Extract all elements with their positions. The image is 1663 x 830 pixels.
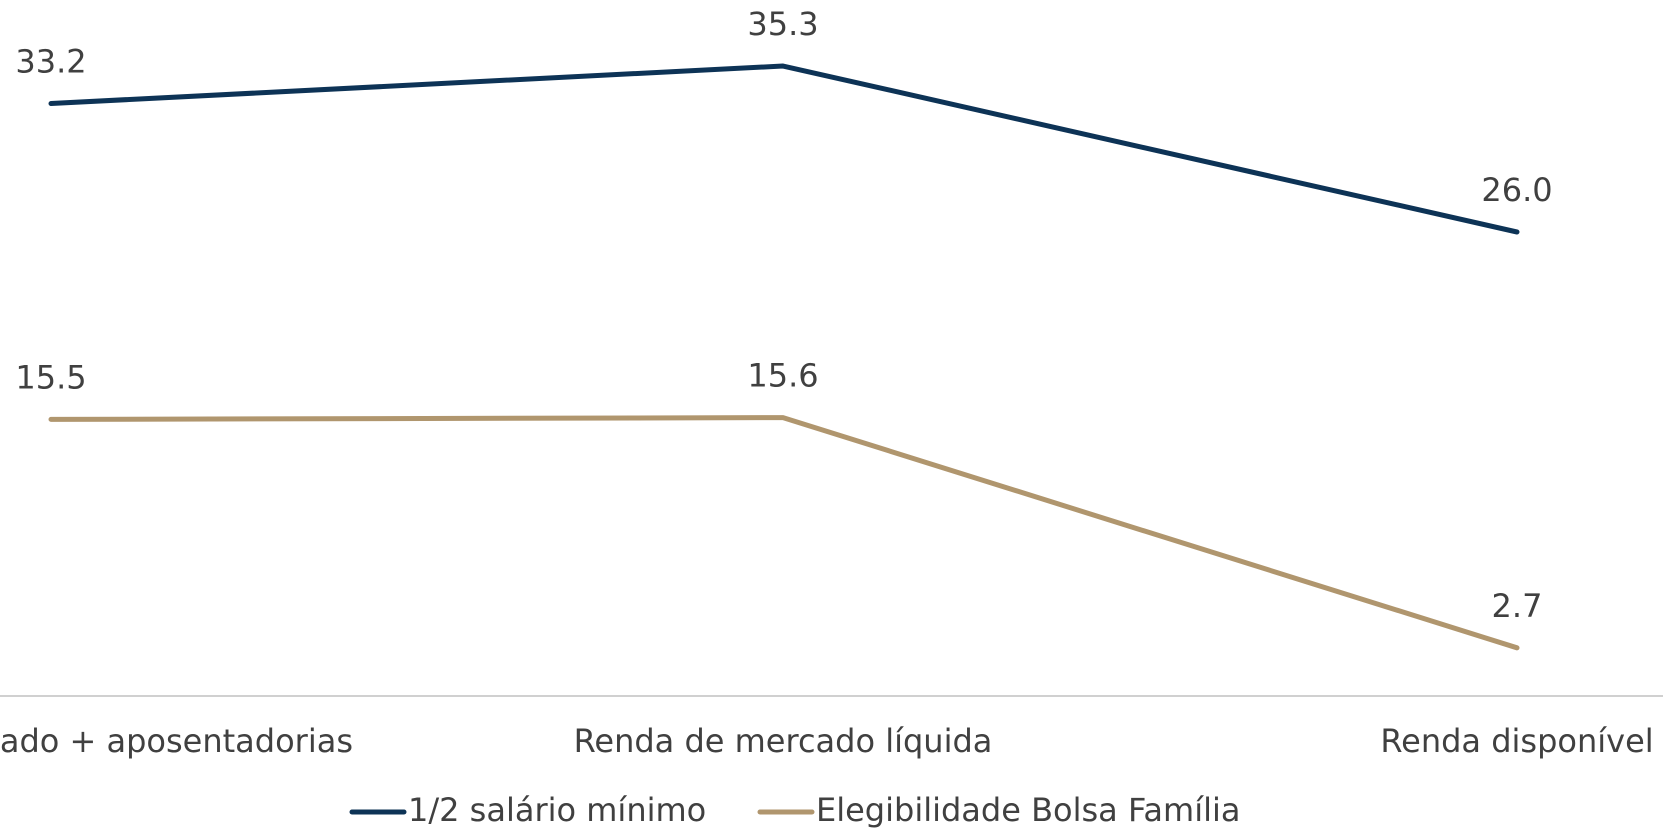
x-tick-label: ado + aposentadorias: [0, 722, 353, 760]
x-tick-label: Renda disponível: [1380, 722, 1653, 760]
line: [48, 63, 1520, 235]
data-label: 26.0: [1481, 171, 1552, 209]
data-label: 33.2: [15, 43, 86, 81]
x-tick-label: Renda de mercado líquida: [574, 722, 993, 760]
data-label: 15.6: [747, 357, 818, 395]
data-label: 2.7: [1492, 587, 1543, 625]
legend-label: 1/2 salário mínimo: [408, 791, 706, 829]
data-label: 15.5: [15, 358, 86, 396]
data-label: 35.3: [747, 5, 818, 43]
legend-label: Elegibilidade Bolsa Família: [816, 791, 1240, 829]
line: [48, 415, 1520, 651]
